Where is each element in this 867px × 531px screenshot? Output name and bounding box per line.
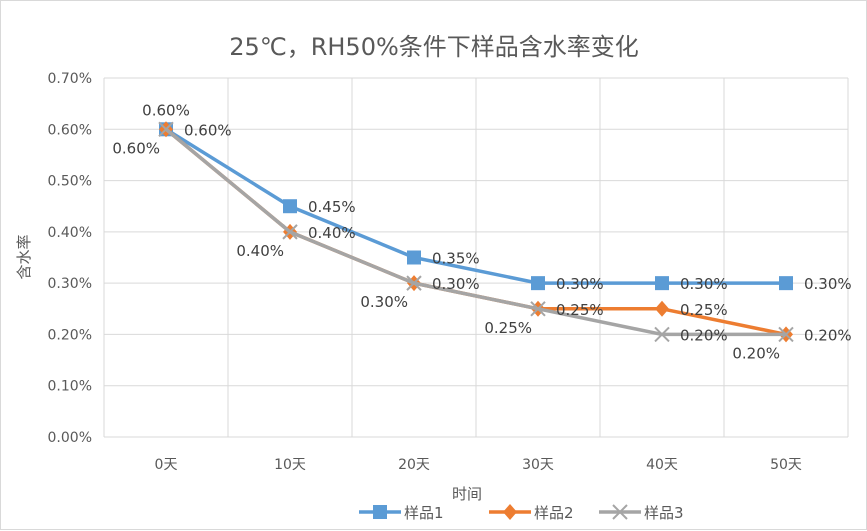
square-marker [373,505,387,519]
y-tick-label: 0.10% [48,379,92,395]
y-tick-label: 0.40% [48,225,92,241]
y-tick-label: 0.70% [48,71,92,87]
diamond-marker [503,504,517,520]
series-3 [158,121,794,343]
data-label: 0.30% [432,275,480,293]
square-marker [655,276,669,291]
series-1-labels: 0.60% 0.45% 0.35% 0.30% 0.30% 0.30% [142,101,851,293]
data-label: 0.60% [184,121,232,139]
data-label: 0.25% [484,319,532,337]
y-tick-label: 0.50% [48,174,92,190]
legend-item-3: 样品3 [599,504,684,522]
x-marker [282,224,298,240]
data-label: 0.20% [732,344,780,362]
square-marker [283,199,297,214]
x-marker [778,326,794,343]
data-label: 0.25% [680,301,728,319]
data-label: 0.45% [308,198,356,216]
data-label: 0.25% [556,301,604,319]
legend-item-1: 样品1 [359,504,444,522]
data-label: 0.60% [142,101,190,119]
y-axis-ticks: 0.00% 0.10% 0.20% 0.30% 0.40% 0.50% 0.60% 0.70% [48,71,92,446]
legend: 样品1 样品2 样品3 [359,504,684,522]
x-marker [406,275,422,291]
chart-title: 25℃，RH50%条件下样品含水率变化 [229,33,639,61]
x-axis-ticks: 0天 10天 20天 30天 40天 50天 [155,457,802,473]
x-tick-label: 10天 [274,457,306,473]
x-tick-label: 30天 [522,457,554,473]
y-tick-label: 0.00% [48,430,92,446]
x-marker [654,326,670,343]
data-label: 0.60% [112,139,160,157]
data-label: 0.20% [804,326,852,344]
x-tick-label: 20天 [398,457,430,473]
x-marker [530,301,546,317]
series-3-labels: 0.60% 0.40% 0.30% 0.25% 0.20%0.20% [112,139,780,362]
data-label: 0.20% [680,326,728,344]
series-2-labels: 0.60% 0.40% 0.30% 0.25% 0.25% 0.20% [184,121,852,344]
x-axis-label: 时间 [452,485,482,503]
data-label: 0.40% [236,242,284,260]
legend-item-2: 样品2 [489,504,574,522]
y-axis-label: 含水率 [15,234,33,279]
y-tick-label: 0.60% [48,122,92,138]
data-label: 0.30% [804,275,852,293]
legend-label: 样品1 [404,504,444,522]
series-group: 0.60% 0.45% 0.35% 0.30% 0.30% 0.30% 0.60% 0.40%… [112,101,851,362]
legend-label: 样品3 [644,504,684,522]
x-marker [158,121,174,137]
square-marker [779,276,793,291]
data-label: 0.40% [308,224,356,242]
series-line [164,127,786,337]
diamond-marker [655,300,669,317]
data-label: 0.30% [360,293,408,311]
data-label: 0.35% [432,250,480,268]
legend-label: 样品2 [534,504,574,522]
data-label: 0.30% [680,275,728,293]
x-marker [612,504,628,520]
data-label: 0.30% [556,275,604,293]
y-tick-label: 0.30% [48,276,92,292]
y-tick-label: 0.20% [48,327,92,343]
square-marker [407,250,421,265]
x-tick-label: 0天 [155,457,178,473]
x-tick-label: 50天 [770,457,802,473]
series-line [165,127,786,285]
square-marker [531,276,545,291]
x-tick-label: 40天 [646,457,678,473]
